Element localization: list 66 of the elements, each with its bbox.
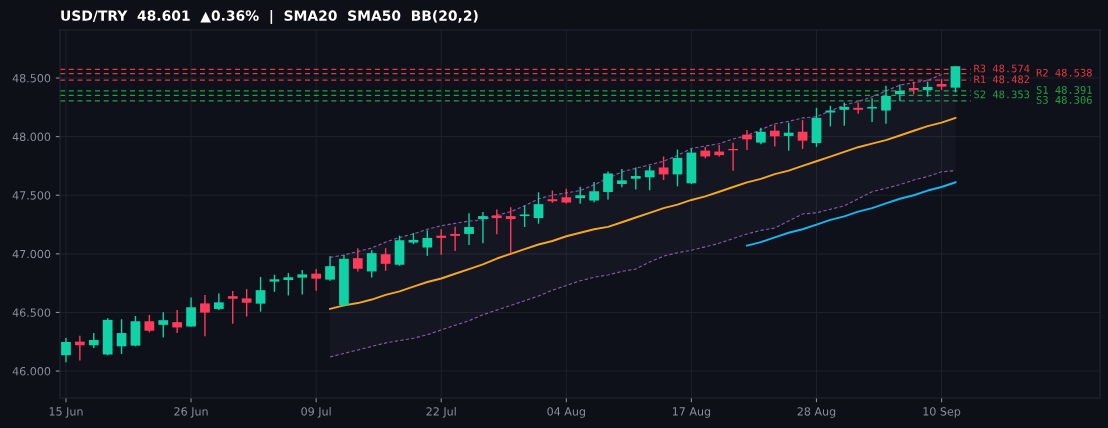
y-tick-label: 47.000	[12, 249, 51, 259]
ref-line-label: S1 48.391	[1036, 86, 1092, 94]
ref-line-label: R3 48.574	[974, 64, 1030, 73]
candlestick	[241, 288, 252, 318]
candlestick	[519, 204, 530, 228]
candlestick	[505, 206, 516, 255]
candlestick	[158, 311, 169, 339]
candlestick	[644, 165, 655, 192]
candlestick	[61, 337, 71, 363]
candlestick	[366, 249, 377, 279]
candlestick	[825, 105, 836, 128]
candlestick	[658, 155, 669, 181]
candlestick	[172, 309, 183, 334]
x-tick-label: 09 Jul	[301, 407, 331, 418]
candlestick	[617, 168, 627, 188]
y-tick-label: 46.500	[12, 308, 51, 317]
candlestick	[867, 97, 877, 123]
x-tick-label: 10 Sep	[923, 407, 961, 418]
candlestick	[325, 255, 335, 282]
x-tick-label: 28 Aug	[797, 407, 836, 418]
candlestick	[853, 101, 864, 115]
candlestick	[200, 294, 210, 338]
x-tick-label: 04 Aug	[547, 407, 585, 418]
candlestick	[491, 208, 502, 235]
candlestick	[783, 122, 794, 152]
candlestick	[283, 272, 294, 297]
line-series	[746, 181, 957, 247]
candlestick	[881, 84, 891, 125]
candlestick	[895, 83, 905, 102]
candlestick	[450, 225, 460, 252]
y-tick-label: 48.000	[12, 132, 51, 142]
ref-line-label: S2 48.353	[974, 90, 1030, 99]
candlestick	[352, 247, 363, 273]
candlestick	[116, 318, 127, 355]
candlestick	[950, 65, 961, 94]
candlestick	[839, 101, 850, 127]
candlestick	[311, 268, 322, 292]
x-tick-label: 17 Aug	[672, 407, 711, 418]
candlestick	[227, 290, 238, 325]
y-tick-label: 47.500	[12, 191, 51, 200]
candlestick	[436, 228, 447, 256]
x-tick-label: 26 Jun	[174, 407, 208, 418]
candlestick	[422, 229, 433, 257]
candlestick	[186, 296, 196, 328]
candlestick	[297, 269, 308, 296]
chart-title: USD/TRY 48.601 ▲0.36% | SMA20 SMA50 BB(20,2)	[61, 10, 478, 24]
line-series	[329, 73, 943, 258]
candlestick	[380, 247, 391, 272]
candlestick	[630, 166, 641, 191]
ref-line-label: R2 48.538	[1036, 68, 1092, 77]
y-tick-label: 48.500	[12, 74, 51, 83]
candlestick	[478, 211, 488, 244]
candlestick	[464, 212, 474, 246]
candlestick	[589, 181, 599, 203]
candlestick	[533, 191, 544, 225]
ref-line-label: R1 48.482	[974, 75, 1030, 84]
ref-line-label: S3 48.306	[1036, 95, 1092, 104]
x-tick-label: 15 Jun	[49, 407, 83, 418]
candlestick	[769, 123, 780, 148]
y-tick-label: 46.000	[12, 367, 51, 376]
x-tick-label: 22 Jul	[426, 407, 456, 418]
candlestick	[603, 170, 613, 201]
line-series	[329, 116, 957, 310]
candlestick	[797, 119, 808, 150]
line-series	[329, 170, 957, 358]
candlestick	[255, 276, 266, 313]
